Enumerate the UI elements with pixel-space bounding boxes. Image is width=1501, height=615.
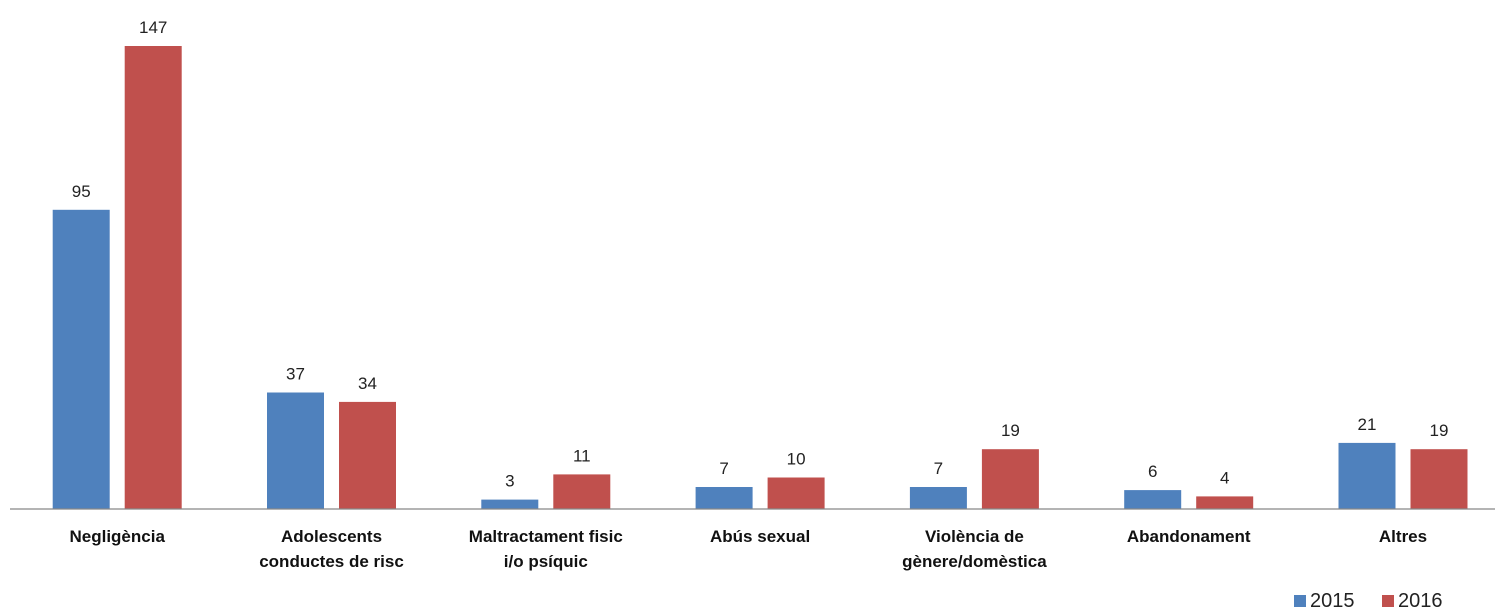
category-label-line: Maltractament fisic [469, 527, 623, 546]
bar-2016-6 [1410, 449, 1468, 509]
data-label-2015-5: 6 [1148, 462, 1157, 481]
data-label-2015-3: 7 [719, 459, 728, 478]
legend: 2015 2016 [1294, 590, 1443, 612]
category-label-2: Maltractament fisic i/o psíquic [469, 527, 623, 571]
category-labels-layer: Negligència Adolescents conductes de risc M… [69, 527, 1427, 571]
category-label-3: Abús sexual [710, 527, 810, 546]
category-label-0: Negligència [69, 527, 165, 546]
data-label-2015-4: 7 [934, 459, 943, 478]
category-label-6: Altres [1379, 527, 1427, 546]
data-label-2016-2: 11 [573, 446, 591, 465]
category-label-line: i/o psíquic [504, 552, 588, 571]
data-label-2016-1: 34 [358, 374, 377, 393]
data-label-2016-0: 147 [139, 18, 167, 37]
legend-label-2015: 2015 [1310, 590, 1355, 612]
category-label-line: Abús sexual [710, 527, 810, 546]
data-label-2015-2: 3 [505, 472, 514, 491]
bar-2016-4 [981, 449, 1039, 509]
bar-2016-3 [767, 477, 825, 509]
legend-label-2016: 2016 [1398, 590, 1443, 612]
category-label-line: gènere/domèstica [902, 552, 1047, 571]
data-label-2016-5: 4 [1220, 468, 1229, 487]
bar-2016-0 [124, 46, 182, 509]
category-label-1: Adolescents conductes de risc [259, 527, 404, 571]
category-label-line: Negligència [69, 527, 165, 546]
bar-2016-2 [553, 474, 611, 509]
category-label-line: Abandonament [1127, 527, 1251, 546]
data-label-2016-6: 19 [1430, 421, 1449, 440]
category-label-line: Altres [1379, 527, 1427, 546]
data-label-2016-3: 10 [787, 450, 806, 469]
data-label-2015-0: 95 [72, 182, 91, 201]
bar-2016-5 [1196, 496, 1254, 509]
data-label-2015-1: 37 [286, 365, 305, 384]
bars-layer [52, 46, 1468, 510]
data-labels-layer: 95 147 37 34 3 11 7 10 7 19 6 4 21 19 [72, 18, 1449, 491]
bar-2015-4 [909, 487, 967, 509]
category-label-line: conductes de risc [259, 552, 404, 571]
legend-swatch-2016 [1382, 595, 1394, 607]
category-label-4: Violència de gènere/domèstica [902, 527, 1047, 571]
bar-2015-1 [267, 392, 324, 509]
bar-2015-2 [481, 499, 539, 509]
bar-2015-6 [1338, 442, 1396, 509]
data-label-2015-6: 21 [1358, 415, 1377, 434]
category-label-5: Abandonament [1127, 527, 1251, 546]
category-label-line: Violència de [925, 527, 1024, 546]
bar-2016-1 [339, 401, 396, 509]
category-label-line: Adolescents [281, 527, 382, 546]
bar-2015-3 [695, 487, 753, 509]
bar-2015-5 [1124, 490, 1182, 509]
data-label-2016-4: 19 [1001, 421, 1020, 440]
bar-2015-0 [52, 209, 110, 510]
legend-swatch-2015 [1294, 595, 1306, 607]
